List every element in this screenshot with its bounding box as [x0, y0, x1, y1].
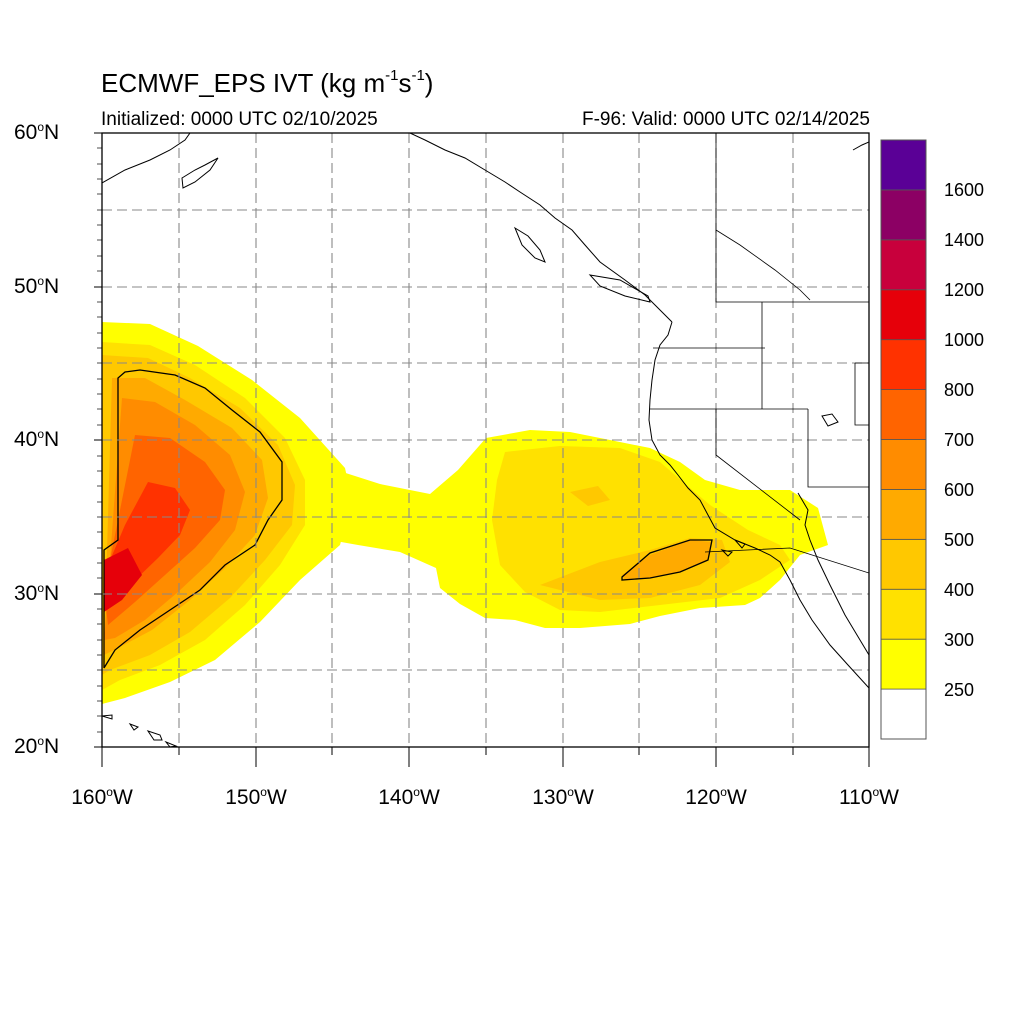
lat-label-20: 20oN — [14, 734, 60, 758]
lon-label-110: 110oW — [839, 785, 899, 809]
colorbar-label-500: 500 — [944, 530, 975, 550]
lon-label-140: 140oW — [378, 785, 440, 809]
colorbar-label-1600: 1600 — [944, 180, 985, 200]
colorbar-box — [880, 688, 927, 740]
lon-label-130: 130oW — [532, 785, 594, 809]
title-sup-2: -1 — [411, 67, 425, 85]
valid-time-label: F-96: Valid: 0000 UTC 02/14/2025 — [582, 109, 870, 130]
colorbar — [880, 139, 927, 740]
colorbar-label-700: 700 — [944, 430, 975, 450]
axis-ticks — [94, 132, 870, 767]
title-mid: s — [398, 68, 412, 98]
colorbar-box — [880, 489, 927, 540]
lon-label-160: 160oW — [71, 785, 133, 809]
colorbar-box — [880, 239, 927, 291]
colorbar-box — [880, 439, 927, 490]
lat-label-40: 40oN — [14, 427, 60, 451]
ivt-shading-west — [102, 322, 352, 704]
colorbar-label-600: 600 — [944, 480, 975, 500]
political-borders — [650, 133, 869, 574]
chart-title: ECMWF_EPS IVT (kg m-1s-1) — [101, 67, 434, 98]
lon-label-150: 150oW — [225, 785, 287, 809]
ivt-shading-east — [330, 430, 828, 628]
initialized-label: Initialized: 0000 UTC 02/10/2025 — [101, 109, 378, 130]
lat-label-60: 60oN — [14, 120, 60, 144]
colorbar-box — [880, 139, 927, 191]
lon-label-120: 120oW — [685, 785, 747, 809]
title-sup-1: -1 — [385, 67, 399, 85]
colorbar-label-1000: 1000 — [944, 330, 985, 350]
colorbar-label-800: 800 — [944, 380, 975, 400]
colorbar-label-400: 400 — [944, 580, 975, 600]
title-prefix: ECMWF_EPS IVT (kg m — [101, 68, 386, 98]
lat-label-50: 50oN — [14, 274, 60, 298]
colorbar-frame — [880, 139, 927, 740]
colorbar-box — [880, 339, 927, 390]
colorbar-box — [880, 588, 927, 640]
colorbar-box — [880, 389, 927, 440]
graticule — [102, 133, 869, 747]
colorbar-box — [880, 189, 927, 241]
coastlines — [102, 133, 869, 747]
title-suffix: ) — [424, 68, 434, 98]
colorbar-box — [880, 638, 927, 690]
minor-axis-ticks — [97, 147, 102, 733]
map-plot-area — [102, 133, 869, 747]
colorbar-box — [880, 538, 927, 590]
colorbar-label-1200: 1200 — [944, 280, 985, 300]
colorbar-label-250: 250 — [944, 680, 975, 700]
ivt-500-contours — [103, 369, 713, 669]
lat-label-30: 30oN — [14, 581, 60, 605]
colorbar-box — [880, 289, 927, 341]
colorbar-label-300: 300 — [944, 630, 975, 650]
colorbar-label-1400: 1400 — [944, 230, 985, 250]
